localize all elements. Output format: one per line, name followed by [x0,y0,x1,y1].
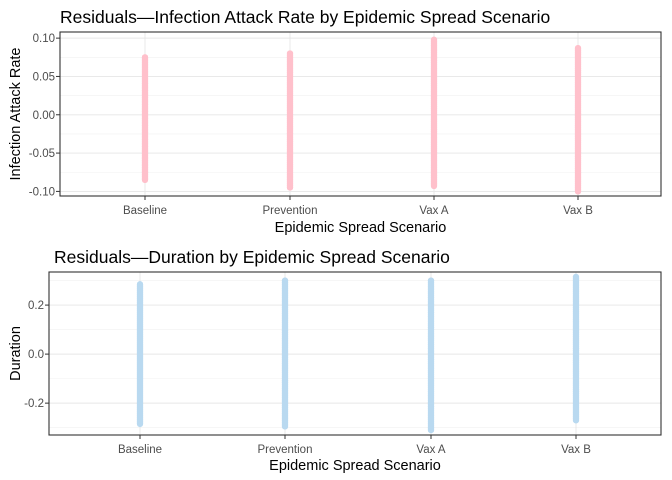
attack-rate-y-axis-title: Infection Attack Rate [8,48,24,181]
duration-x-axis-title: Epidemic Spread Scenario [269,458,441,474]
duration-points-vax-a [427,277,435,434]
attack-rate-y-tick-label: 0.00 [33,110,55,122]
attack-rate-plot: -0.10 -0.05 0.00 0.05 0.10 Baseline Prevention… [8,31,662,236]
attack-rate-points-baseline [141,54,149,184]
duration-y-tick-label: -0.2 [24,398,44,410]
duration-y-axis-title: Duration [8,326,24,381]
attack-rate-points-prevention [286,50,294,191]
duration-x-tick-label: Prevention [258,444,313,456]
attack-rate-points-vax-b [574,44,582,195]
attack-rate-y-tick-label: -0.10 [29,186,55,198]
attack-rate-x-tick-label: Vax B [563,205,593,217]
attack-rate-panel-border [59,31,662,197]
attack-rate-panel: Residuals—Infection Attack Rate by Epide… [8,7,662,236]
attack-rate-points-vax-a [430,36,438,190]
duration-panel-border [48,271,662,436]
attack-rate-y-tick-label: 0.05 [33,71,55,83]
duration-plot: -0.2 0.0 0.2 Baseline Prevention Vax A Vax B Ep… [8,271,662,474]
duration-title: Residuals—Duration by Epidemic Spread Sc… [54,247,450,267]
duration-y-tick-label: 0.0 [28,349,44,361]
duration-points-vax-b [572,273,580,424]
duration-x-tick-label: Baseline [118,444,162,456]
attack-rate-y-tick-label: 0.10 [33,33,55,45]
duration-points-prevention [281,277,289,430]
duration-x-tick-label: Vax A [416,444,446,456]
duration-y-tick-label: 0.2 [28,300,44,312]
duration-panel: Residuals—Duration by Epidemic Spread Sc… [0,240,672,480]
attack-rate-x-axis-title: Epidemic Spread Scenario [275,220,447,236]
attack-rate-title: Residuals—Infection Attack Rate by Epide… [60,7,551,27]
duration-points-baseline [136,281,144,428]
attack-rate-x-tick-label: Prevention [263,205,318,217]
attack-rate-x-tick-label: Vax A [419,205,449,217]
attack-rate-y-tick-label: -0.05 [29,148,55,160]
duration-x-tick-label: Vax B [561,444,591,456]
attack-rate-x-tick-label: Baseline [123,205,167,217]
